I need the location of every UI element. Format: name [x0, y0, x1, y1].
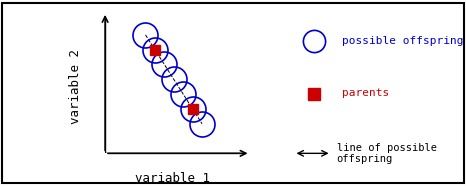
Text: line of possible
offspring: line of possible offspring — [336, 142, 437, 164]
Text: variable 2: variable 2 — [69, 48, 82, 124]
Text: variable 1: variable 1 — [135, 172, 210, 185]
Text: parents: parents — [342, 88, 389, 99]
Text: possible offspring: possible offspring — [342, 36, 463, 46]
